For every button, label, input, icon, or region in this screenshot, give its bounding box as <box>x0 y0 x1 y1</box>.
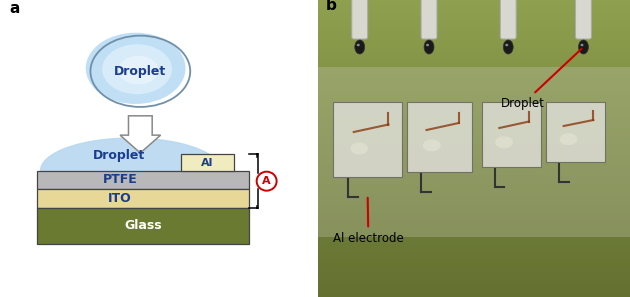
Text: a: a <box>9 1 20 16</box>
Text: ITO: ITO <box>108 192 132 205</box>
Ellipse shape <box>350 143 369 154</box>
FancyBboxPatch shape <box>481 102 541 167</box>
FancyBboxPatch shape <box>318 67 630 237</box>
Bar <box>37 189 249 208</box>
Bar <box>37 171 249 189</box>
Polygon shape <box>120 116 161 153</box>
FancyBboxPatch shape <box>500 0 516 39</box>
Text: b: b <box>326 0 337 13</box>
Ellipse shape <box>355 40 365 54</box>
Text: Droplet: Droplet <box>114 65 166 78</box>
Text: A: A <box>262 176 271 186</box>
Ellipse shape <box>86 33 186 104</box>
Ellipse shape <box>426 44 429 46</box>
Ellipse shape <box>102 44 172 94</box>
Ellipse shape <box>578 40 588 54</box>
FancyBboxPatch shape <box>576 0 592 39</box>
FancyBboxPatch shape <box>546 102 605 162</box>
Text: PTFE: PTFE <box>103 173 137 186</box>
Ellipse shape <box>118 56 158 84</box>
Bar <box>37 208 249 244</box>
Circle shape <box>256 172 277 191</box>
FancyBboxPatch shape <box>407 102 472 172</box>
Ellipse shape <box>580 44 583 46</box>
Bar <box>181 154 234 171</box>
FancyBboxPatch shape <box>421 0 437 39</box>
Ellipse shape <box>495 136 513 148</box>
Ellipse shape <box>503 40 513 54</box>
Text: Droplet: Droplet <box>93 149 145 162</box>
Ellipse shape <box>357 44 360 46</box>
Text: Glass: Glass <box>125 219 163 232</box>
FancyBboxPatch shape <box>352 0 368 39</box>
Polygon shape <box>40 138 221 171</box>
Ellipse shape <box>424 40 434 54</box>
Text: Droplet: Droplet <box>501 49 581 110</box>
FancyBboxPatch shape <box>333 102 403 177</box>
Ellipse shape <box>505 44 508 46</box>
Ellipse shape <box>559 133 577 145</box>
Ellipse shape <box>423 139 440 151</box>
Text: Al: Al <box>201 158 214 168</box>
Text: Al electrode: Al electrode <box>333 198 404 245</box>
